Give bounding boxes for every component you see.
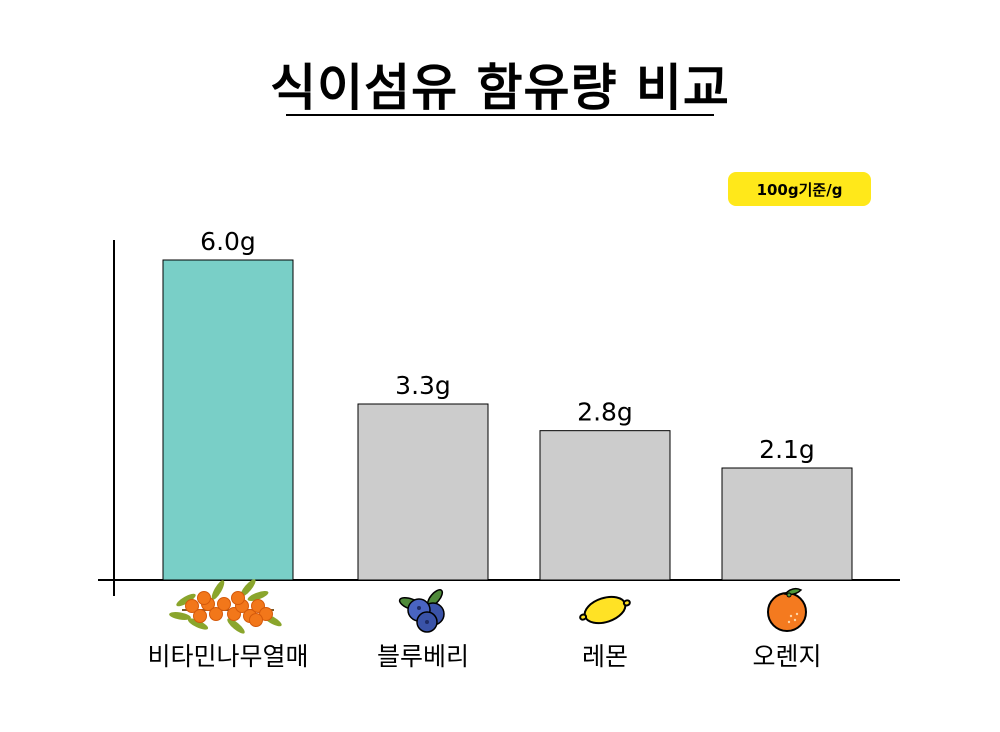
category-label-0: 비타민나무열매	[147, 642, 308, 671]
bar-2	[539, 430, 671, 581]
chart-title: 식이섬유 함유량 비교	[270, 59, 730, 117]
bar-3	[721, 467, 853, 581]
sea-buckthorn-icon	[169, 579, 282, 634]
category-label-1: 블루베리	[377, 642, 469, 671]
bar-1	[357, 403, 489, 581]
category-label-3: 오렌지	[752, 642, 821, 671]
value-label-2: 2.8g	[577, 398, 633, 427]
orange-icon	[767, 587, 807, 632]
value-label-0: 6.0g	[200, 227, 256, 256]
unit-badge: 100g기준/g	[728, 172, 871, 206]
blueberry-icon	[398, 589, 445, 633]
value-label-1: 3.3g	[395, 371, 451, 400]
value-label-3: 2.1g	[759, 435, 815, 464]
bar-0	[162, 259, 294, 581]
lemon-icon	[579, 595, 631, 625]
title-underline	[286, 114, 714, 116]
category-label-2: 레몬	[582, 642, 628, 671]
